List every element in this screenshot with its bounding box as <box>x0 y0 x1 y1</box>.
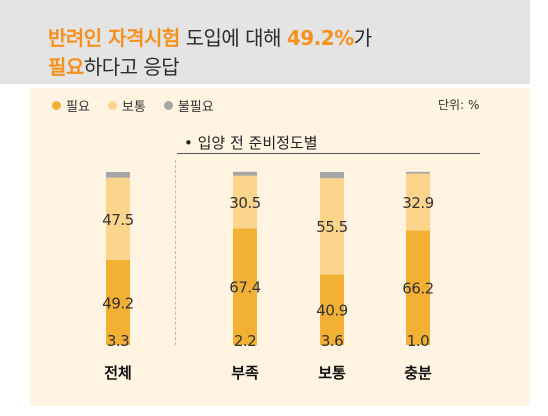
legend-label-neutral: 보통 <box>121 100 146 115</box>
group-underline <box>177 153 480 154</box>
value-label-unneeded-4: 1.0 <box>407 332 429 350</box>
legend-item-need: 필요 <box>52 96 90 115</box>
category-label-2: 부족 <box>231 364 259 382</box>
legend-label-unneeded: 불필요 <box>177 100 214 115</box>
title-highlight-percent: 49.2% <box>286 26 354 50</box>
bar-segment-need-3 <box>320 274 344 345</box>
category-label-1: 전체 <box>104 364 132 382</box>
value-label-unneeded-2: 2.2 <box>234 332 256 350</box>
title-highlight-need: 필요 <box>48 55 84 79</box>
legend-dot-neutral-icon <box>107 101 117 110</box>
legend: 필요 보통 불필요 <box>52 96 214 115</box>
bar-segment-need-4 <box>406 230 430 345</box>
bar-segment-neutral-4 <box>406 173 430 231</box>
group-title: • 입양 전 준비정도별 <box>184 134 318 152</box>
value-label-need-3: 40.9 <box>316 302 347 320</box>
bar-segment-neutral-1 <box>106 177 130 260</box>
title-banner: 반려인 자격시험 도입에 대해 49.2%가 필요하다고 응답 <box>0 0 530 84</box>
unit-label: 단위: % <box>438 98 480 112</box>
value-label-need-1: 49.2 <box>102 294 133 312</box>
bar-segment-unneeded-2 <box>233 171 257 176</box>
value-label-need-2: 67.4 <box>229 279 260 297</box>
title-highlight-exam: 반려인 자격시험 <box>48 26 180 50</box>
title-text-suffix: 가 <box>353 26 372 50</box>
value-label-neutral-4: 32.9 <box>402 194 433 212</box>
title-line-1: 반려인 자격시험 도입에 대해 49.2%가 <box>48 22 372 51</box>
group-divider <box>175 160 176 345</box>
bar-segment-neutral-2 <box>233 175 257 229</box>
value-label-neutral-3: 55.5 <box>316 218 347 236</box>
title-line-2: 필요하다고 응답 <box>48 51 180 80</box>
legend-item-neutral: 보통 <box>107 96 146 115</box>
value-label-neutral-2: 30.5 <box>229 194 260 212</box>
bar-segment-neutral-3 <box>320 178 344 275</box>
legend-dot-need-icon <box>52 101 61 110</box>
title-text-response: 하다고 응답 <box>83 55 180 79</box>
bar-segment-need-2 <box>233 228 257 345</box>
legend-item-unneeded: 불필요 <box>163 96 214 115</box>
value-label-neutral-1: 47.5 <box>102 211 133 229</box>
bar-segment-unneeded-4 <box>406 171 430 174</box>
bar-segment-unneeded-1 <box>106 172 130 178</box>
category-label-4: 충분 <box>404 364 432 382</box>
category-label-3: 보통 <box>318 364 346 382</box>
legend-dot-unneeded-icon <box>163 101 173 110</box>
bar-segment-need-1 <box>106 259 130 345</box>
value-label-unneeded-3: 3.6 <box>321 332 343 350</box>
legend-label-need: 필요 <box>66 100 90 115</box>
value-label-unneeded-1: 3.3 <box>107 332 129 350</box>
value-label-need-4: 66.2 <box>402 280 433 298</box>
bar-segment-unneeded-3 <box>320 172 344 179</box>
title-text-intro: 도입에 대해 <box>179 26 287 50</box>
